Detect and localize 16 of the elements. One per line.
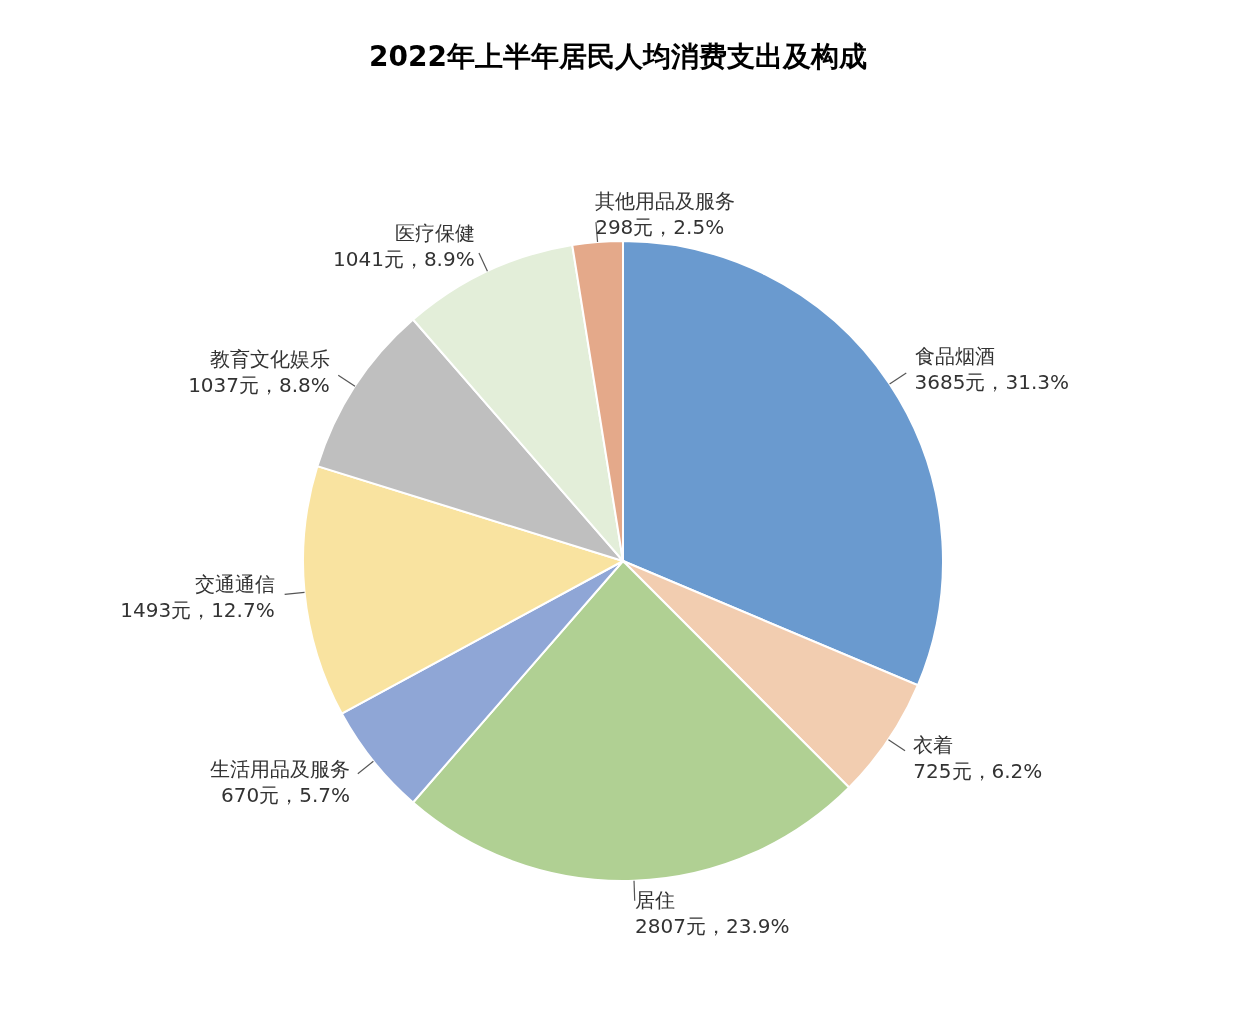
- slice-label: 教育文化娱乐: [209, 346, 330, 371]
- slice-label: 食品烟酒: [914, 344, 995, 369]
- slice-label: 医疗保健: [394, 220, 475, 245]
- data-label: 3685元，31.3%: [914, 370, 1070, 395]
- data-label: 670元，5.7%: [221, 783, 350, 808]
- slice-label: 衣着: [913, 733, 954, 758]
- slice-label: 生活用品及服务: [209, 757, 350, 782]
- slice-label: 交通通信: [194, 572, 275, 597]
- data-label: 2807元，23.9%: [635, 913, 790, 938]
- chart-title: 2022年上半年居民人均消费支出及构成: [368, 39, 868, 75]
- data-label: 1037元，8.8%: [188, 372, 330, 397]
- slice-label: 居住: [635, 887, 676, 912]
- slice-label: 其他用品及服务: [595, 189, 736, 214]
- data-label: 725元，6.2%: [913, 759, 1043, 784]
- data-label: 1041元，8.9%: [333, 246, 475, 271]
- data-label: 1493元，12.7%: [120, 598, 275, 623]
